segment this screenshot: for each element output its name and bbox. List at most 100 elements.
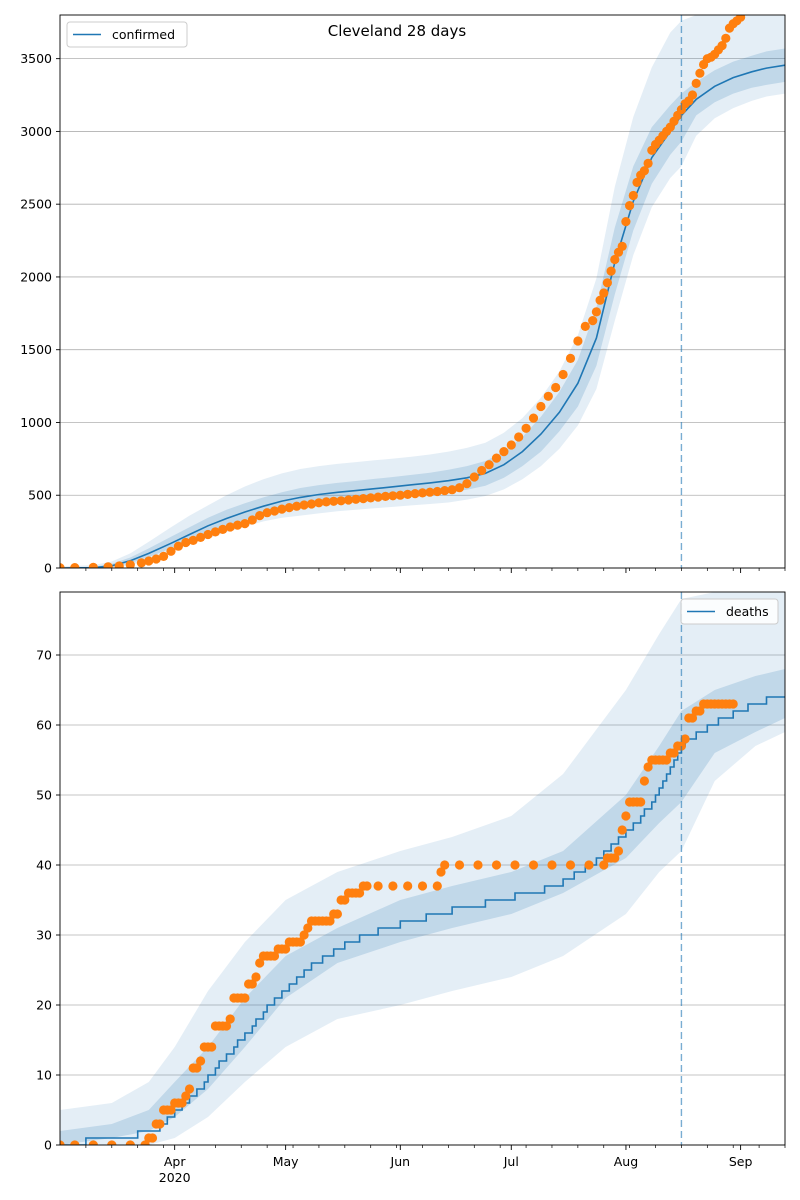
bottom-observed-point	[299, 930, 309, 940]
top-observed-point	[225, 522, 235, 532]
top-observed-point	[144, 556, 154, 566]
top-observed-point	[721, 33, 731, 43]
top-observed-point	[103, 562, 113, 568]
top-observed-point	[543, 391, 553, 401]
top-observed-point	[599, 288, 609, 298]
top-observed-point	[717, 41, 727, 51]
bottom-observed-point	[473, 860, 483, 870]
top-legend-box	[66, 21, 188, 48]
bottom-observed-point	[225, 1014, 235, 1024]
top-observed-point	[639, 166, 650, 176]
top-observed-point	[691, 78, 701, 88]
top-observed-point	[136, 558, 146, 568]
top-observed-point	[595, 295, 605, 305]
bottom-observed-point	[192, 1063, 202, 1073]
bottom-observed-point	[440, 860, 450, 870]
top-observed-point	[125, 560, 135, 568]
xtick-label: Jun	[390, 1154, 411, 1169]
bottom-observed-point	[617, 825, 627, 835]
bottom-band-outer	[60, 592, 785, 1145]
top-observed-point	[403, 489, 413, 499]
bottom-observed-point	[613, 846, 624, 856]
top-observed-point	[196, 532, 206, 543]
bottom-ytick-label: 50	[36, 788, 52, 803]
top-observed-point	[314, 498, 324, 508]
bottom-observed-point	[639, 776, 650, 786]
bottom-observed-point	[247, 979, 257, 989]
bottom-legend: deaths	[680, 598, 779, 625]
bottom-observed-point	[207, 1042, 217, 1052]
top-observed-point	[299, 500, 309, 510]
bottom-observed-point	[687, 713, 698, 723]
bottom-observed-point	[240, 993, 250, 1003]
top-band-inner	[60, 48, 785, 568]
top-observed-point	[395, 490, 405, 500]
top-observed-point	[425, 487, 435, 497]
top-observed-point	[602, 278, 613, 288]
xtick-label: Apr	[164, 1154, 186, 1169]
bottom-legend-box	[680, 598, 779, 625]
bottom-observed-point	[662, 755, 672, 765]
top-ytick-label: 0	[44, 561, 52, 576]
bottom-observed-point	[547, 860, 557, 870]
bottom-observed-point	[565, 860, 576, 870]
top-observed-point	[203, 529, 213, 540]
confirmed-panel: 0 500 1000 1500 2000 2500 3000 3500 confirmed	[20, 14, 786, 576]
bottom-observed-point	[584, 860, 594, 870]
top-ytick-label: 2500	[20, 197, 52, 212]
top-observed-point	[388, 491, 398, 501]
top-observed-point	[454, 483, 465, 493]
top-observed-point	[321, 497, 331, 507]
top-observed-point	[277, 504, 287, 514]
bottom-observed-point	[303, 923, 313, 933]
top-observed-point	[565, 353, 576, 363]
bottom-ytick-label: 10	[36, 1068, 52, 1083]
top-observed-point	[210, 527, 220, 537]
top-observed-point	[610, 254, 620, 265]
top-ytick-label: 1000	[20, 415, 52, 430]
top-observed-point	[351, 494, 361, 504]
bottom-observed-point	[340, 895, 350, 905]
figure-title: Cleveland 28 days	[328, 22, 467, 40]
top-observed-point	[632, 177, 642, 187]
top-observed-point	[687, 90, 698, 100]
top-observed-point	[551, 382, 561, 393]
xtick-label: May	[273, 1154, 299, 1169]
bottom-observed-point	[373, 881, 383, 891]
bottom-ytick-label: 60	[36, 718, 52, 733]
xtick-label: Aug	[614, 1154, 638, 1169]
top-observed-point	[269, 506, 280, 516]
top-observed-point	[181, 537, 191, 548]
bottom-observed-point	[636, 797, 646, 807]
bottom-observed-point	[610, 853, 620, 863]
bottom-observed-point	[669, 748, 679, 758]
bottom-observed-point	[166, 1105, 176, 1115]
bottom-observed-point	[695, 706, 705, 716]
top-observed-point	[506, 440, 516, 450]
top-legend: confirmed	[66, 21, 188, 48]
bottom-observed-point	[643, 762, 653, 772]
top-observed-point	[233, 520, 243, 530]
bottom-observed-point	[528, 860, 539, 870]
bottom-observed-point	[325, 916, 335, 926]
top-ytick-label: 3000	[20, 124, 52, 139]
top-observed-point	[70, 563, 80, 568]
top-observed-point	[580, 321, 590, 331]
top-observed-point	[484, 460, 494, 470]
bottom-observed-point	[255, 958, 265, 968]
bottom-legend-label: deaths	[726, 604, 769, 619]
top-observed-point	[60, 563, 65, 568]
bottom-observed-point	[125, 1140, 135, 1145]
bottom-observed-point	[177, 1098, 187, 1108]
bottom-observed-point	[196, 1056, 206, 1066]
top-observed-point	[159, 551, 169, 562]
top-observed-point	[88, 562, 98, 568]
top-observed-point	[528, 413, 539, 423]
bottom-model-line	[60, 696, 785, 1145]
top-observed-point	[380, 491, 391, 501]
top-observed-point	[736, 15, 746, 22]
bottom-observed-point	[491, 860, 502, 870]
bottom-observed-point	[403, 881, 413, 891]
